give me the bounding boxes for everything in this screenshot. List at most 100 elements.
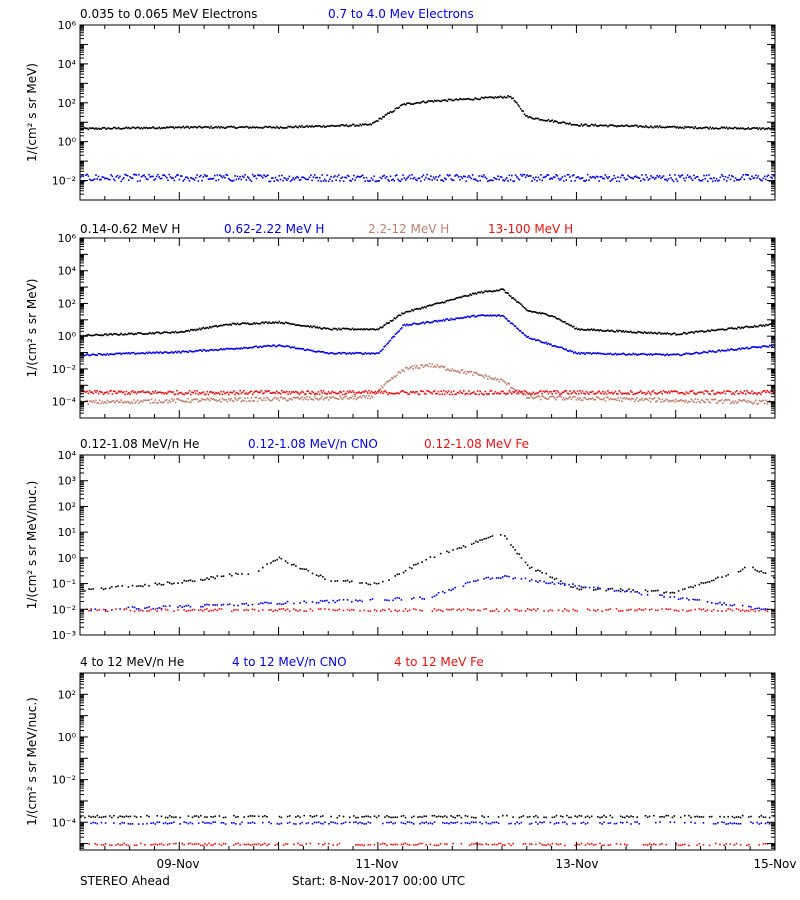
data-point [131,177,134,179]
data-point [646,354,648,356]
data-point [731,348,733,350]
data-point [247,815,250,818]
data-point [556,396,559,399]
data-point [550,177,552,179]
data-point [460,842,463,845]
data-point [299,822,301,825]
data-point [651,354,653,356]
data-point [309,608,312,610]
data-point [315,574,318,576]
data-point [559,583,562,585]
data-point [294,347,297,350]
data-point [318,125,321,127]
data-point [286,600,289,603]
data-point [757,325,760,328]
data-point [568,610,570,612]
data-point [216,575,219,577]
data-point [469,293,471,296]
y-axis-label: 1/(cm² s sr MeV/nuc.) [25,481,39,610]
data-point [579,390,581,392]
data-point [406,310,408,313]
data-point [748,816,750,818]
data-point [613,590,616,592]
data-point [286,321,288,324]
data-point [722,349,724,352]
data-point [504,844,506,846]
data-point [760,393,762,396]
data-point [557,822,560,824]
data-point [452,390,455,392]
data-point [445,99,447,102]
data-point [284,560,287,562]
data-point [146,822,148,825]
data-point [411,323,413,326]
data-point [409,103,412,105]
data-point [574,396,576,398]
data-point [613,174,615,177]
data-point [255,345,258,348]
data-point [772,128,775,131]
data-point [293,608,295,610]
data-point [244,346,246,349]
data-point [201,127,203,129]
data-point [677,598,680,600]
data-point [700,352,703,354]
data-point [485,96,488,99]
data-point [109,401,111,403]
data-point [259,127,262,129]
data-point [710,815,713,818]
data-point [449,319,451,321]
data-point [523,307,526,309]
data-point [187,329,189,332]
data-point [543,176,546,178]
data-point [485,177,488,180]
data-point [537,581,539,583]
data-point [268,180,270,183]
data-point [679,399,681,402]
data-point [551,315,554,317]
data-point [117,585,119,587]
data-point [375,582,378,585]
data-point [767,324,770,326]
data-point [732,127,734,130]
data-point [396,610,399,612]
data-point [531,338,533,340]
data-point [93,334,96,337]
data-point [351,608,353,611]
data-point [355,398,358,401]
data-point [440,319,442,322]
data-point [763,390,766,392]
data-point [701,391,704,393]
data-point [106,399,109,402]
data-point [487,536,490,539]
data-point [377,120,379,122]
data-point [228,603,231,605]
data-point [477,579,479,581]
data-point [578,176,580,179]
data-point [208,325,211,328]
data-point [398,609,401,612]
data-point [516,821,518,823]
data-point [322,180,325,182]
data-point [567,173,570,176]
data-point [632,589,634,591]
data-point [600,353,603,355]
data-point [641,397,643,400]
data-point [311,816,314,818]
data-point [90,588,92,591]
data-point [609,180,612,182]
data-point [703,350,705,353]
data-point [493,290,495,292]
data-point [388,380,390,382]
data-point [402,571,405,574]
data-point [469,370,471,373]
data-point [328,823,330,825]
data-point [552,315,555,318]
data-point [590,843,593,845]
data-point [360,175,363,177]
data-point [425,393,427,395]
data-point [90,608,92,610]
data-point [210,609,212,612]
data-point [382,116,384,118]
data-point [177,126,179,129]
